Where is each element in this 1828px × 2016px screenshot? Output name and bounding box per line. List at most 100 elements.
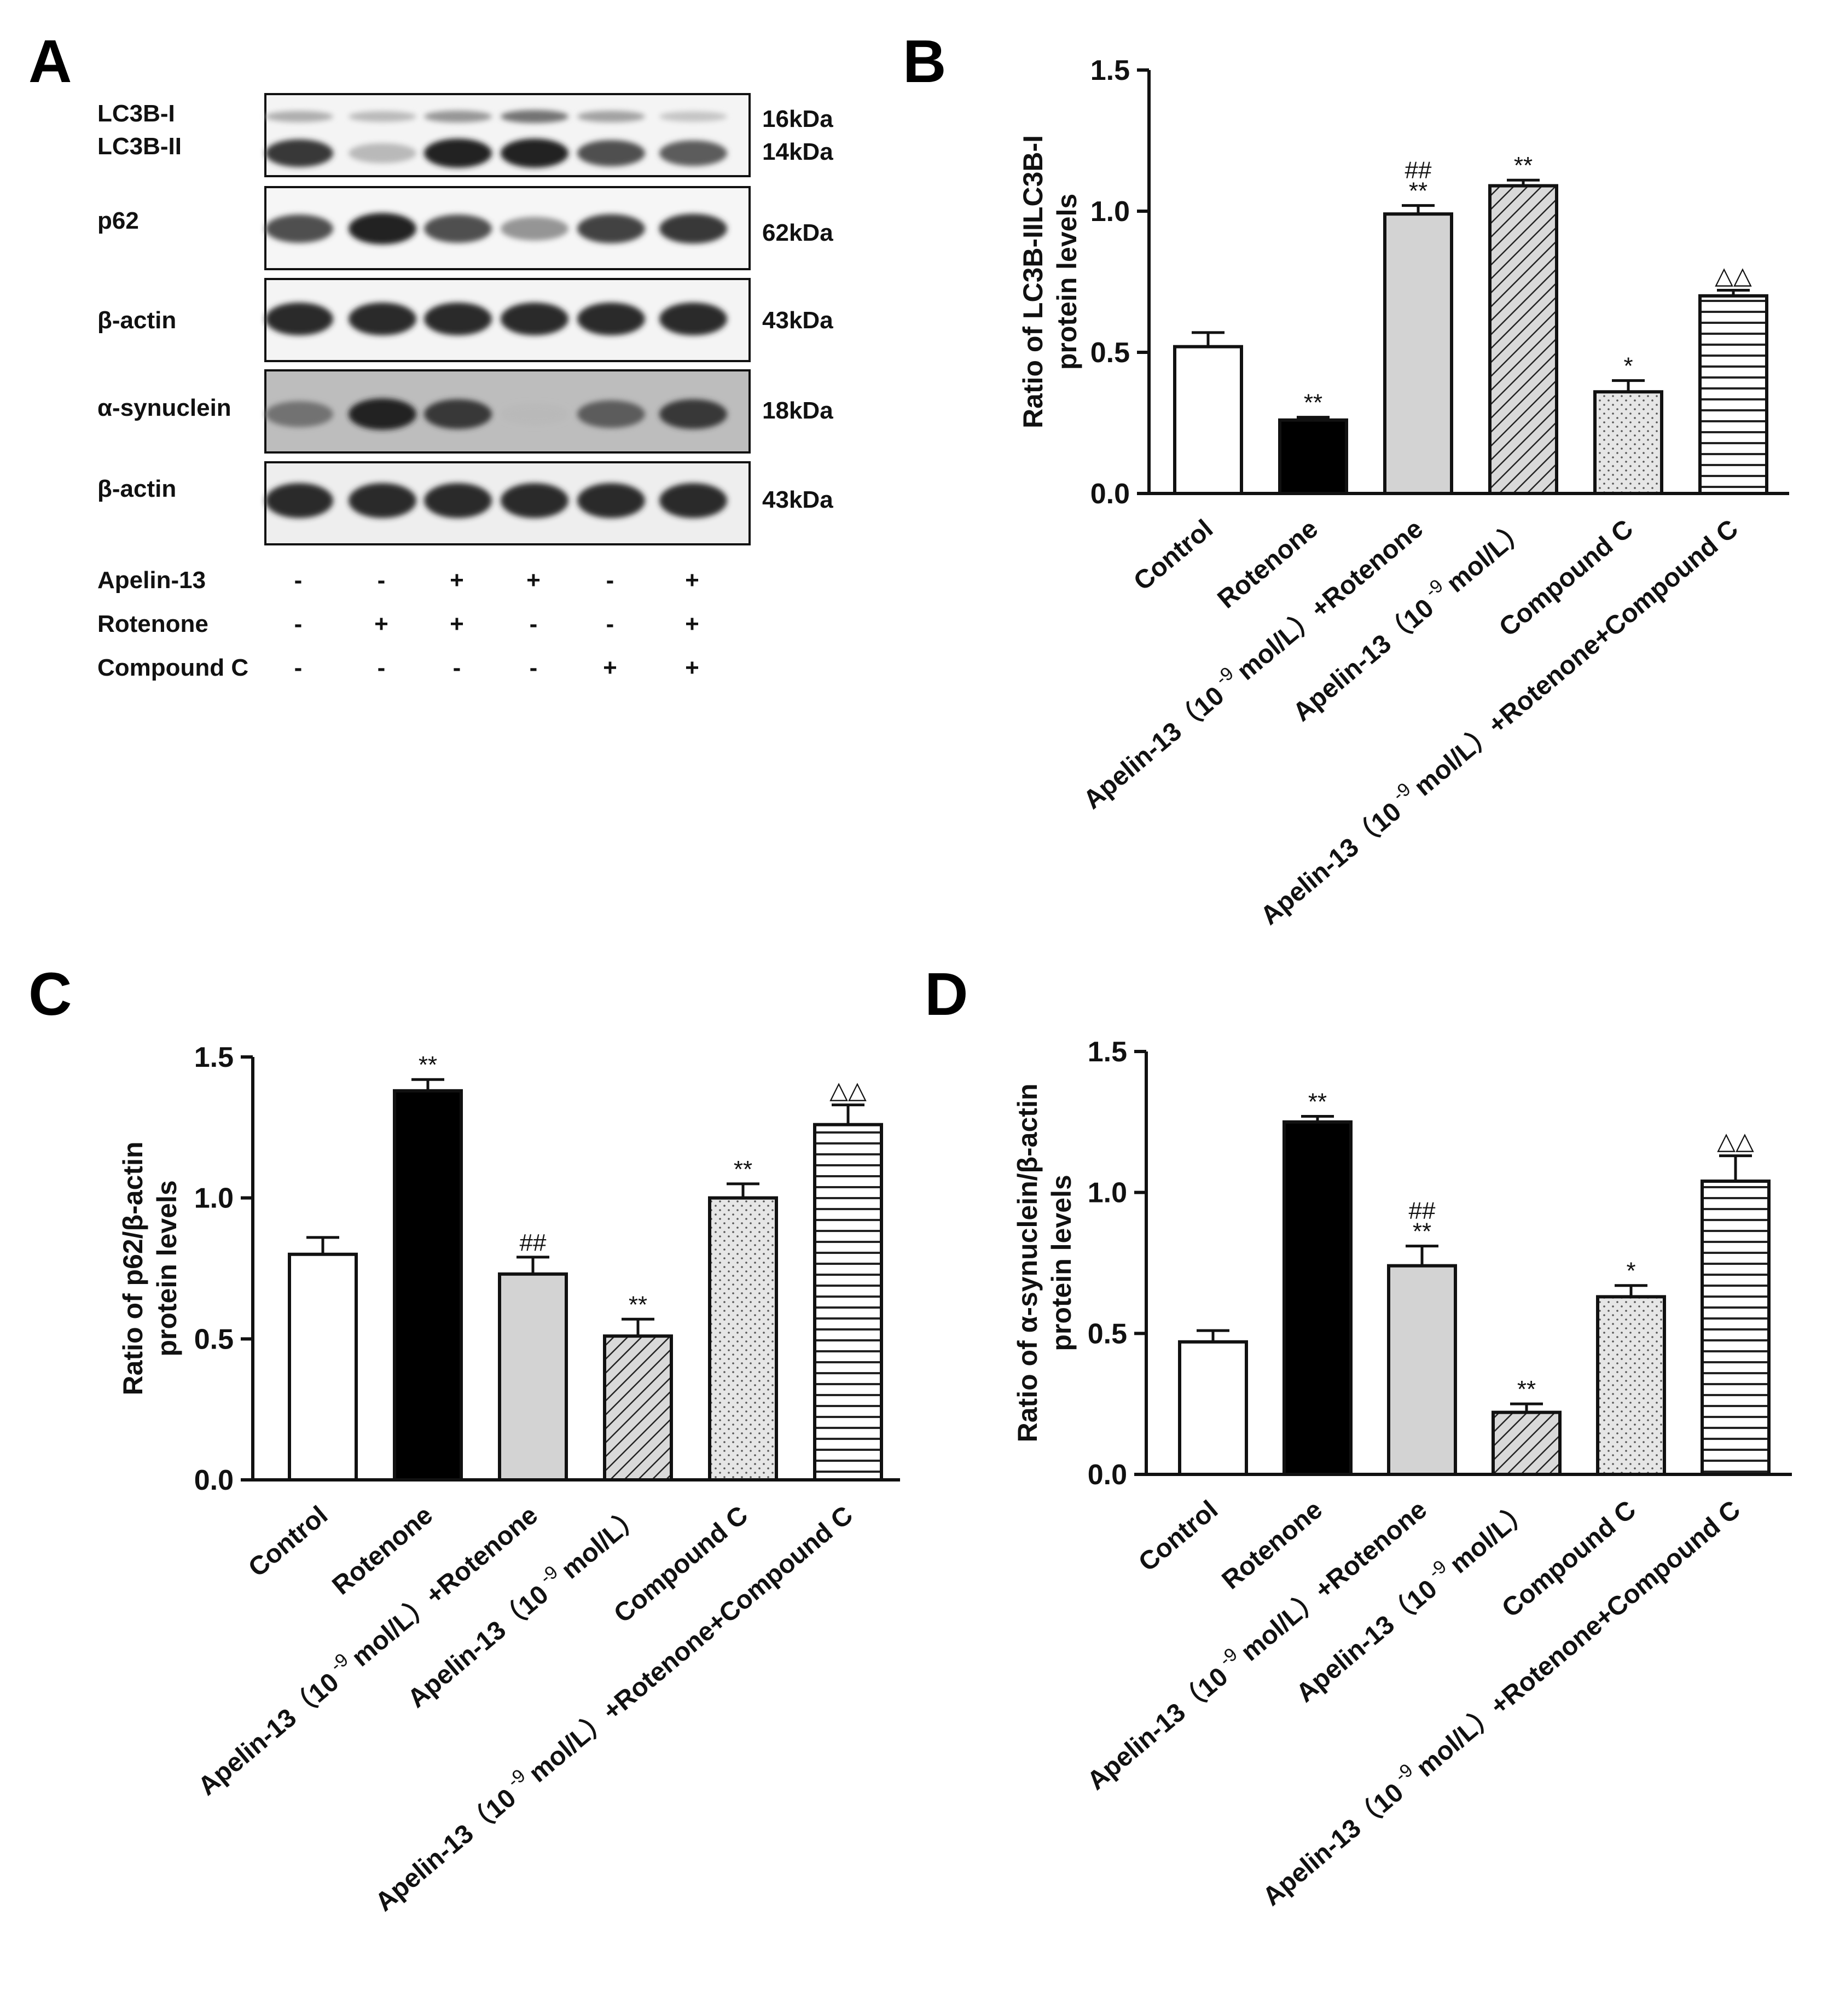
chart-d-alpha-synuclein-ratio: 0.0 0.5 1.0 1.5 Ratio of α-synuclein/β-actin… — [1012, 1036, 1792, 1912]
treatment-sign: - — [294, 611, 303, 637]
significance-mark: △△ — [1717, 1128, 1754, 1155]
significance-mark: ## — [1409, 1198, 1436, 1224]
blot-band-actin2-lane-1 — [265, 483, 333, 518]
significance-mark: ** — [419, 1051, 437, 1078]
y-tick-label: 1.0 — [1090, 196, 1130, 228]
kda-label-lc3b-i: 16kDa — [762, 106, 833, 132]
blot-band-lc3b_i-lane-3 — [424, 111, 492, 123]
significance-mark: △△ — [1715, 262, 1752, 289]
blot-band-actin2-lane-6 — [659, 483, 727, 518]
kda-label-beta-actin-2: 43kDa — [762, 486, 833, 513]
treatment-sign: - — [606, 611, 614, 637]
treatment-signs: - - + + - + - + + - - + - - - - + + — [294, 567, 699, 681]
blot-band-p62-lane-3 — [424, 214, 492, 243]
treatment-sign: + — [374, 611, 388, 637]
blot-label-lc3b-ii: LC3B-II — [97, 133, 182, 160]
treatment-sign: + — [685, 567, 699, 594]
blot-band-actin1-lane-2 — [349, 303, 416, 335]
category-label-6: Apelin-13（10 -9 mol/L）+Rotenone+Compound… — [367, 1496, 858, 1917]
bar-5 — [1593, 390, 1663, 495]
y-axis-title-line2: protein levels — [1052, 194, 1082, 370]
blot-band-lc3b_ii-lane-1 — [265, 139, 333, 167]
bar-5 — [708, 1196, 778, 1482]
category-label-1: Control — [243, 1501, 333, 1583]
western-blot-panel: LC3B-I LC3B-II p62 β-actin α-synuclein β… — [97, 93, 833, 681]
treatment-label-apelin: Apelin-13 — [97, 567, 206, 594]
y-axis-title: Ratio of LC3B-IILC3B-I protein levels — [1018, 135, 1082, 428]
blot-band-lc3b_i-lane-4 — [501, 110, 568, 123]
category-label-2: Rotenone — [1216, 1495, 1328, 1595]
bar-3 — [1387, 1264, 1457, 1476]
blot-bands — [265, 110, 727, 518]
significance-mark: ** — [1514, 152, 1533, 179]
bar-3 — [1383, 212, 1453, 495]
y-tick-label: 0.0 — [1088, 1459, 1127, 1491]
blot-band-asyn-lane-1 — [265, 401, 333, 427]
panel-d-letter: D — [925, 961, 968, 1028]
blot-label-p62: p62 — [97, 207, 139, 234]
blot-band-asyn-lane-6 — [659, 399, 727, 429]
bar-6 — [1698, 294, 1768, 495]
blot-label-lc3b-i: LC3B-I — [97, 100, 175, 127]
blot-band-lc3b_i-lane-1 — [265, 111, 333, 123]
blot-band-asyn-lane-3 — [424, 399, 492, 429]
bar-6 — [813, 1123, 883, 1482]
bar-5 — [1596, 1295, 1666, 1477]
kda-label-alpha-synuclein: 18kDa — [762, 397, 833, 424]
significance-mark: △△ — [829, 1077, 867, 1104]
chart-b-lc3b-ratio: 0.0 0.5 1.0 1.5 Ratio of LC3B-IILC3B-I protei… — [1018, 55, 1789, 931]
treatment-sign: + — [450, 567, 464, 594]
bar-2 — [393, 1089, 463, 1482]
significance-mark: ** — [629, 1291, 647, 1318]
blot-band-lc3b_ii-lane-6 — [659, 140, 727, 166]
treatment-sign: + — [526, 567, 541, 594]
blot-band-lc3b_i-lane-6 — [659, 111, 727, 122]
significance-mark: ** — [1409, 178, 1427, 205]
blot-band-lc3b_ii-lane-4 — [501, 138, 568, 168]
bar-2 — [1282, 1120, 1353, 1476]
blot-band-p62-lane-4 — [501, 217, 568, 241]
blot-band-actin2-lane-4 — [501, 483, 568, 518]
bar-6 — [1701, 1180, 1771, 1476]
bar-1 — [1173, 345, 1243, 495]
treatment-label-rotenone: Rotenone — [97, 611, 208, 637]
significance-mark: ** — [1517, 1376, 1536, 1403]
y-axis-title-line1: Ratio of LC3B-IILC3B-I — [1018, 135, 1048, 428]
category-label-1: Control — [1128, 514, 1218, 596]
significance-mark: ## — [1405, 157, 1432, 184]
blot-label-alpha-synuclein: α-synuclein — [97, 394, 231, 421]
y-axis-title-line1: Ratio of α-synuclein/β-actin — [1012, 1084, 1043, 1443]
treatment-sign: - — [606, 567, 614, 594]
blot-band-actin2-lane-3 — [424, 483, 492, 518]
blot-band-p62-lane-5 — [577, 214, 645, 243]
treatment-sign: - — [453, 654, 461, 681]
y-tick-label: 1.0 — [1088, 1177, 1127, 1209]
y-tick-label: 0.5 — [1088, 1318, 1127, 1350]
treatment-sign: - — [378, 654, 386, 681]
y-axis-title-line1: Ratio of p62/β-actin — [118, 1142, 148, 1396]
blot-band-actin1-lane-5 — [577, 303, 645, 335]
blot-band-actin1-lane-1 — [265, 303, 333, 335]
y-tick-label: 0.5 — [1090, 337, 1130, 369]
treatment-sign: - — [294, 654, 303, 681]
blot-band-asyn-lane-2 — [349, 398, 416, 430]
significance-mark: * — [1623, 353, 1633, 380]
significance-mark: ** — [734, 1156, 752, 1183]
blot-band-p62-lane-6 — [659, 213, 727, 244]
y-tick-label: 1.5 — [1088, 1036, 1127, 1068]
blot-band-actin1-lane-3 — [424, 303, 492, 335]
kda-label-beta-actin-1: 43kDa — [762, 307, 833, 334]
y-tick-label: 1.5 — [194, 1042, 234, 1073]
category-label-2: Rotenone — [327, 1501, 438, 1601]
significance-mark: ** — [1304, 390, 1322, 416]
treatment-sign: - — [530, 611, 538, 637]
bar-4 — [603, 1334, 673, 1482]
panel-b-letter: B — [903, 28, 946, 95]
category-label-2: Rotenone — [1212, 514, 1324, 614]
significance-mark: ** — [1413, 1218, 1431, 1245]
bar-2 — [1278, 418, 1348, 496]
blot-band-lc3b_ii-lane-5 — [577, 140, 645, 167]
blot-band-lc3b_i-lane-5 — [577, 111, 645, 123]
y-axis-title-line2: protein levels — [152, 1180, 182, 1356]
y-tick-label: 1.5 — [1090, 55, 1130, 86]
